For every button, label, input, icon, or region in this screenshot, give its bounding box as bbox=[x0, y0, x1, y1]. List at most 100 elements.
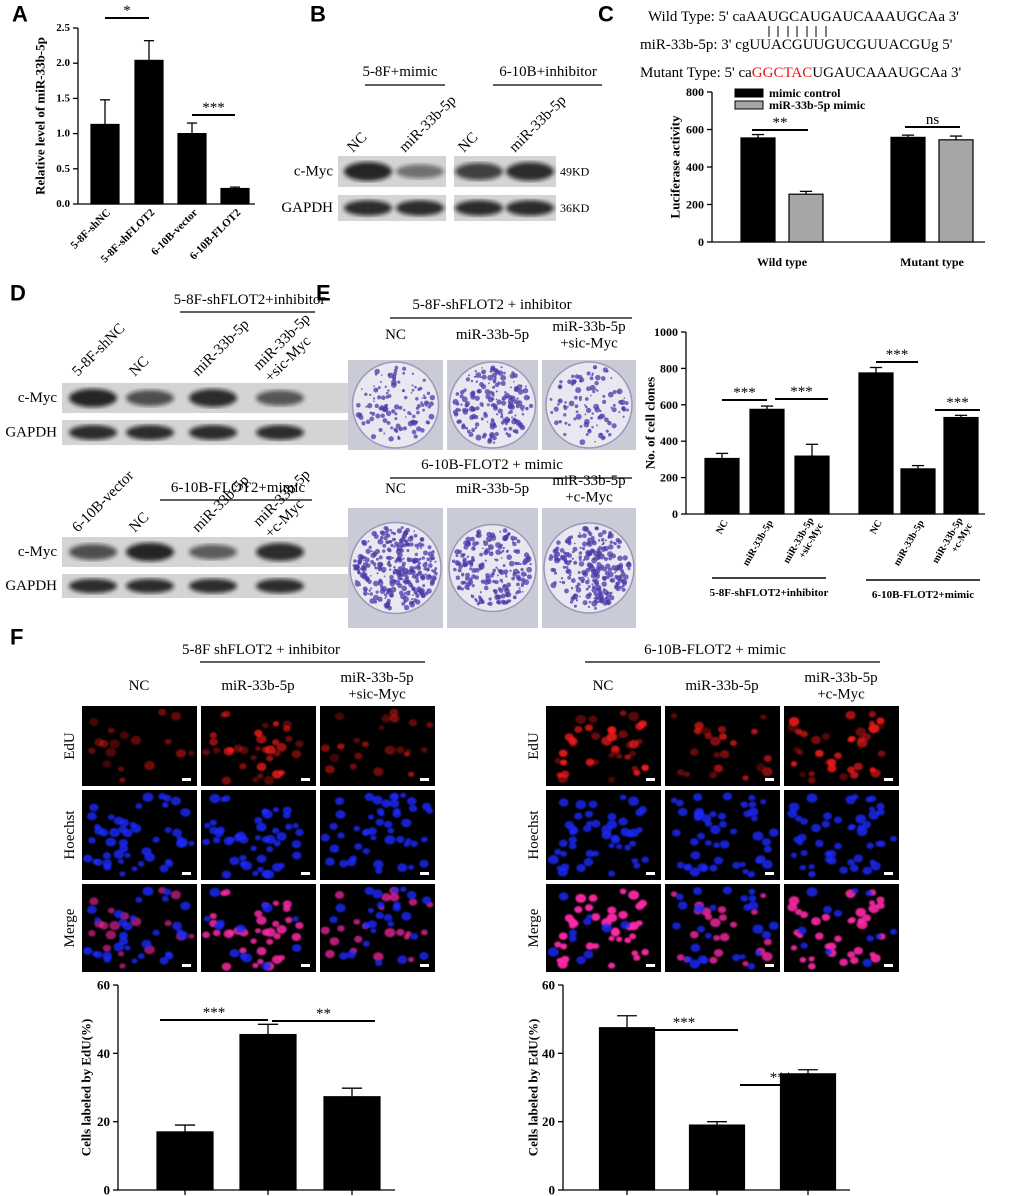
colony bbox=[464, 576, 470, 581]
nucleus bbox=[320, 833, 330, 842]
colony bbox=[365, 419, 371, 425]
nucleus bbox=[372, 889, 383, 899]
nucleus bbox=[554, 757, 562, 764]
colony bbox=[495, 566, 498, 569]
nucleus bbox=[256, 947, 267, 956]
nucleus bbox=[152, 929, 160, 936]
nucleus bbox=[397, 955, 408, 965]
colony bbox=[575, 387, 582, 394]
colony bbox=[385, 595, 388, 598]
nucleus bbox=[273, 840, 281, 847]
nucleus bbox=[295, 921, 304, 930]
nucleus bbox=[113, 910, 124, 919]
nucleus bbox=[118, 838, 129, 847]
colony bbox=[509, 404, 515, 410]
colony bbox=[568, 400, 575, 407]
colony bbox=[602, 589, 609, 596]
colony bbox=[468, 406, 475, 412]
colony bbox=[578, 395, 582, 400]
colony bbox=[608, 534, 612, 538]
scale-bar bbox=[765, 964, 774, 967]
nucleus bbox=[420, 747, 428, 753]
sequence: Mutant Type: 5' caGGCTACUGAUCAAAUGCAa 3' bbox=[640, 65, 961, 81]
nucleus bbox=[790, 852, 798, 859]
nucleus bbox=[349, 763, 358, 770]
colony bbox=[431, 553, 435, 557]
nucleus bbox=[250, 938, 257, 944]
nucleus bbox=[400, 886, 407, 892]
colony bbox=[505, 575, 508, 578]
column-label: miR-33b-5p bbox=[456, 327, 529, 343]
colony bbox=[570, 571, 572, 574]
colony bbox=[398, 405, 403, 410]
colony bbox=[499, 543, 503, 548]
nucleus bbox=[142, 886, 154, 896]
nucleus bbox=[339, 859, 349, 868]
nucleus bbox=[847, 766, 856, 774]
nucleus bbox=[372, 795, 383, 805]
nucleus bbox=[790, 945, 798, 951]
nucleus bbox=[554, 941, 562, 948]
nucleus bbox=[761, 952, 773, 962]
colony bbox=[487, 544, 494, 551]
nucleus bbox=[161, 801, 169, 808]
nucleus bbox=[607, 726, 617, 734]
nucleus bbox=[704, 732, 713, 740]
colony bbox=[499, 569, 505, 576]
nucleus bbox=[742, 868, 749, 875]
nucleus bbox=[568, 836, 578, 844]
nucleus bbox=[824, 948, 832, 956]
colony bbox=[491, 391, 495, 395]
colony bbox=[505, 601, 509, 604]
y-tick-label: 1.0 bbox=[56, 128, 70, 140]
colony bbox=[594, 406, 600, 413]
colony bbox=[607, 571, 614, 578]
y-tick-label: 2.5 bbox=[56, 22, 70, 34]
nucleus bbox=[389, 708, 399, 717]
colony bbox=[492, 422, 496, 426]
colony bbox=[394, 538, 397, 541]
colony bbox=[596, 424, 598, 427]
colony bbox=[455, 575, 461, 580]
colony bbox=[601, 581, 607, 587]
colony bbox=[409, 535, 414, 540]
nucleus bbox=[588, 715, 598, 723]
nucleus bbox=[709, 771, 718, 779]
colony bbox=[353, 559, 357, 563]
colony bbox=[623, 397, 626, 399]
colony bbox=[384, 597, 387, 600]
colony bbox=[487, 602, 491, 606]
colony bbox=[401, 389, 406, 393]
colony bbox=[405, 575, 409, 580]
colony bbox=[404, 539, 409, 544]
nucleus bbox=[373, 767, 384, 777]
nucleus bbox=[620, 827, 631, 837]
colony bbox=[362, 590, 368, 596]
blot-band bbox=[126, 390, 174, 406]
nucleus bbox=[853, 762, 863, 771]
nucleus bbox=[122, 828, 133, 838]
nucleus bbox=[124, 945, 131, 951]
y-tick-label: 400 bbox=[660, 434, 678, 448]
colony bbox=[370, 434, 377, 440]
nucleus bbox=[815, 932, 824, 940]
colony bbox=[583, 554, 590, 561]
nucleus bbox=[849, 956, 859, 965]
nucleus bbox=[583, 950, 594, 959]
nucleus bbox=[384, 835, 396, 845]
nucleus bbox=[635, 738, 643, 745]
nucleus bbox=[325, 765, 335, 774]
nucleus bbox=[252, 776, 259, 783]
nucleus bbox=[291, 932, 302, 942]
colony bbox=[462, 580, 467, 585]
legend-swatch bbox=[734, 88, 764, 98]
colony bbox=[402, 366, 407, 371]
nucleus bbox=[591, 732, 601, 741]
colony bbox=[481, 405, 484, 408]
nucleus bbox=[584, 724, 594, 732]
colony bbox=[389, 528, 393, 532]
nucleus bbox=[788, 896, 800, 906]
colony bbox=[586, 541, 593, 547]
y-tick-label: 40 bbox=[542, 1046, 555, 1061]
column-label-line: miR-33b-5p bbox=[804, 670, 877, 686]
